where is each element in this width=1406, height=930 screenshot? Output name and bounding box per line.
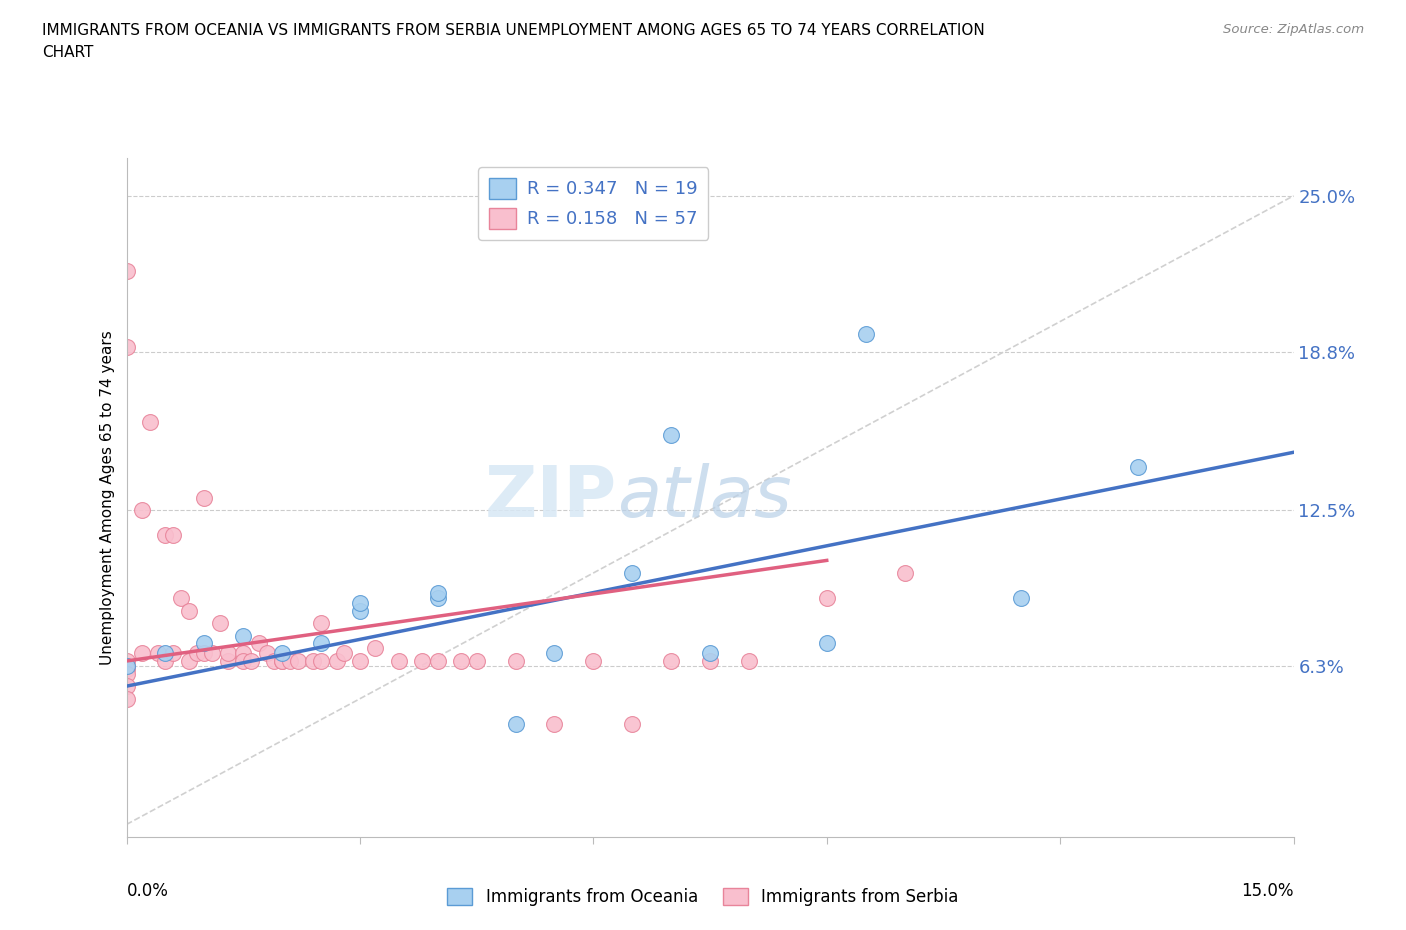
Point xyxy=(582,654,605,669)
Point xyxy=(309,654,332,669)
Point xyxy=(155,528,177,543)
Point xyxy=(325,654,347,669)
Point xyxy=(543,716,565,731)
Point xyxy=(309,636,332,651)
Point xyxy=(263,654,285,669)
Point xyxy=(450,654,472,669)
Point xyxy=(247,636,270,651)
Point xyxy=(287,654,309,669)
Point xyxy=(465,654,488,669)
Point xyxy=(115,691,138,706)
Point xyxy=(217,646,239,661)
Point xyxy=(1126,460,1149,475)
Point xyxy=(505,654,527,669)
Point xyxy=(349,654,371,669)
Point xyxy=(115,679,138,694)
Point xyxy=(131,646,153,661)
Point xyxy=(271,654,294,669)
Point xyxy=(426,654,449,669)
Point xyxy=(855,326,877,341)
Point xyxy=(146,646,169,661)
Point xyxy=(170,591,193,605)
Point xyxy=(177,654,200,669)
Point xyxy=(543,646,565,661)
Text: CHART: CHART xyxy=(42,45,94,60)
Point xyxy=(115,658,138,673)
Point xyxy=(193,636,215,651)
Point xyxy=(162,646,184,661)
Point xyxy=(139,415,162,430)
Point xyxy=(426,586,449,601)
Point xyxy=(411,654,433,669)
Point xyxy=(815,591,838,605)
Point xyxy=(271,646,294,661)
Point xyxy=(893,565,915,580)
Point xyxy=(302,654,325,669)
Point xyxy=(131,503,153,518)
Point xyxy=(240,654,263,669)
Text: IMMIGRANTS FROM OCEANIA VS IMMIGRANTS FROM SERBIA UNEMPLOYMENT AMONG AGES 65 TO : IMMIGRANTS FROM OCEANIA VS IMMIGRANTS FR… xyxy=(42,23,986,38)
Point xyxy=(115,339,138,354)
Point xyxy=(155,646,177,661)
Point xyxy=(193,490,215,505)
Legend: R = 0.347   N = 19, R = 0.158   N = 57: R = 0.347 N = 19, R = 0.158 N = 57 xyxy=(478,167,709,240)
Point xyxy=(186,646,208,661)
Point xyxy=(349,596,371,611)
Point xyxy=(115,661,138,676)
Point xyxy=(699,646,721,661)
Y-axis label: Unemployment Among Ages 65 to 74 years: Unemployment Among Ages 65 to 74 years xyxy=(100,330,115,665)
Point xyxy=(256,646,278,661)
Point xyxy=(309,616,332,631)
Point xyxy=(333,646,356,661)
Text: Source: ZipAtlas.com: Source: ZipAtlas.com xyxy=(1223,23,1364,36)
Point xyxy=(201,646,224,661)
Point xyxy=(659,427,682,442)
Legend: Immigrants from Oceania, Immigrants from Serbia: Immigrants from Oceania, Immigrants from… xyxy=(440,881,966,912)
Point xyxy=(621,565,644,580)
Point xyxy=(115,264,138,279)
Text: atlas: atlas xyxy=(617,463,792,532)
Point xyxy=(271,654,294,669)
Text: 15.0%: 15.0% xyxy=(1241,883,1294,900)
Point xyxy=(162,528,184,543)
Text: 0.0%: 0.0% xyxy=(127,883,169,900)
Point xyxy=(177,604,200,618)
Point xyxy=(815,636,838,651)
Point xyxy=(659,654,682,669)
Point xyxy=(426,591,449,605)
Point xyxy=(278,654,301,669)
Point xyxy=(208,616,231,631)
Point xyxy=(621,716,644,731)
Point xyxy=(232,629,254,644)
Point xyxy=(217,654,239,669)
Point xyxy=(1010,591,1032,605)
Point xyxy=(505,716,527,731)
Text: ZIP: ZIP xyxy=(485,463,617,532)
Point xyxy=(115,658,138,673)
Point xyxy=(115,666,138,681)
Point xyxy=(155,654,177,669)
Point xyxy=(699,654,721,669)
Point xyxy=(388,654,411,669)
Point xyxy=(349,604,371,618)
Point xyxy=(232,646,254,661)
Point xyxy=(738,654,761,669)
Point xyxy=(232,654,254,669)
Point xyxy=(364,641,387,656)
Point xyxy=(193,646,215,661)
Point xyxy=(115,654,138,669)
